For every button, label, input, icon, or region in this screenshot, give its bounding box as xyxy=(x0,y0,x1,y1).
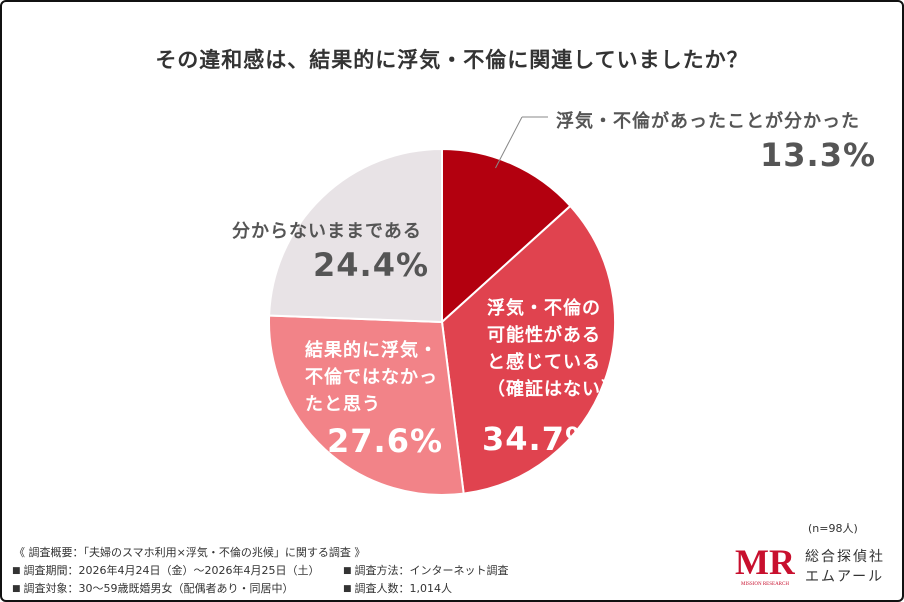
survey-method: 調査方法：インターネット調査 xyxy=(343,562,509,578)
survey-overview: 《 調査概要：「夫婦のスマホ利用×浮気・不倫の兆候」に関する調査 》 xyxy=(14,546,366,559)
logo-subtext: MISSION RESEARCH xyxy=(741,582,789,587)
pie-slice xyxy=(441,147,572,325)
slice-label-line: （確証はない） xyxy=(487,379,620,400)
slice-label: 分からないままである xyxy=(232,221,422,242)
slice-label: 浮気・不倫の 可能性がある と感じている （確証はない） xyxy=(487,295,620,403)
sample-size: (n=98人) xyxy=(808,522,858,535)
slice-label: 結果的に浮気・ 不倫ではなかっ たと思う xyxy=(305,337,438,418)
slice-label-line: 可能性がある xyxy=(487,325,601,346)
survey-target: 調査対象：30〜59歳既婚男女（配偶者あり・同居中） xyxy=(12,580,294,596)
slice-label: 浮気・不倫があったことが分かった xyxy=(556,111,860,132)
slice-percent: 13.3% xyxy=(760,136,877,174)
chart-title: その違和感は、結果的に浮気・不倫に関連していましたか？ xyxy=(155,48,749,72)
slice-label-line: たと思う xyxy=(305,394,381,415)
survey-count: 調査人数：1,014人 xyxy=(343,580,453,596)
pie-slice xyxy=(440,204,616,495)
survey-period: 調査期間：2026年4月24日（金）〜2026年4月25日（土） xyxy=(12,562,320,578)
leader-line xyxy=(495,116,523,169)
slice-label-line: 結果的に浮気・ xyxy=(305,340,438,361)
slice-percent: 34.7% xyxy=(482,420,599,458)
slice-percent: 27.6% xyxy=(327,422,444,460)
slice-percent: 24.4% xyxy=(313,246,430,284)
logo-mark: MR xyxy=(735,542,795,582)
company-name-kana: エムアール xyxy=(805,569,885,585)
slice-label-line: と感じている xyxy=(487,352,601,373)
mission-research-logo: MR MISSION RESEARCH xyxy=(735,542,795,587)
slice-label-line: 不倫ではなかっ xyxy=(305,367,438,388)
company-name: 総合探偵社 xyxy=(805,549,885,565)
slice-label-line: 浮気・不倫の xyxy=(487,298,601,319)
pie-slice xyxy=(268,314,465,497)
pie-slice xyxy=(268,147,443,324)
